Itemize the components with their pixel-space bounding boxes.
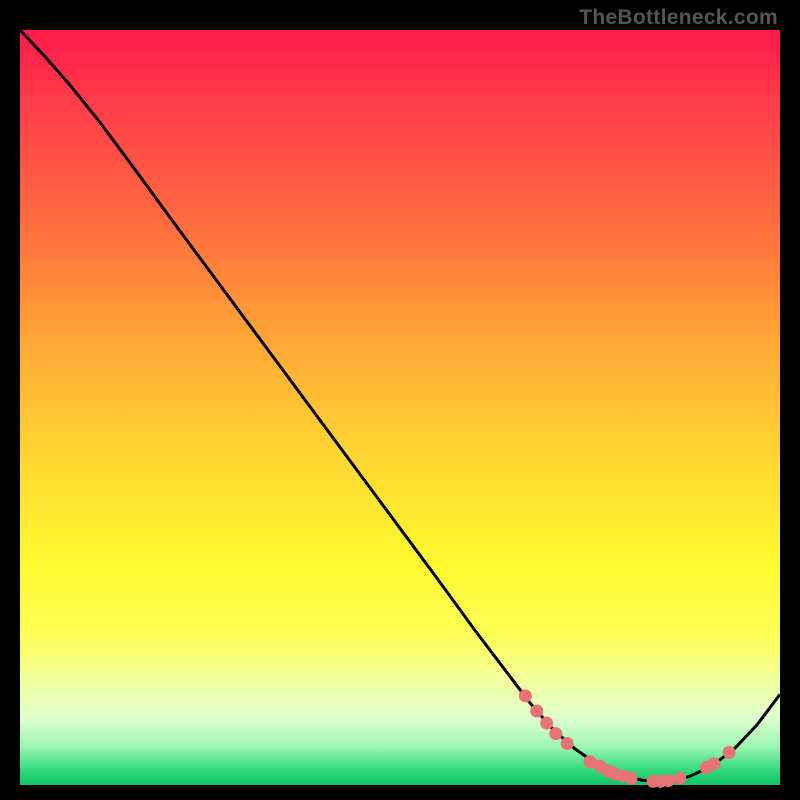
data-marker (723, 746, 736, 759)
data-marker (625, 772, 638, 785)
plot-area (20, 30, 780, 785)
data-marker (707, 757, 720, 770)
data-marker (662, 774, 675, 787)
data-marker (673, 772, 686, 785)
chart-container: { "branding": { "watermark_text": "TheBo… (0, 0, 800, 800)
watermark-text: TheBottleneck.com (579, 6, 778, 30)
data-marker (530, 705, 543, 718)
marker-group (519, 689, 736, 787)
data-marker (540, 717, 553, 730)
data-marker (549, 727, 562, 740)
curve-layer (20, 30, 780, 785)
bottleneck-curve (20, 30, 780, 781)
data-marker (561, 737, 574, 750)
data-marker (519, 689, 532, 702)
